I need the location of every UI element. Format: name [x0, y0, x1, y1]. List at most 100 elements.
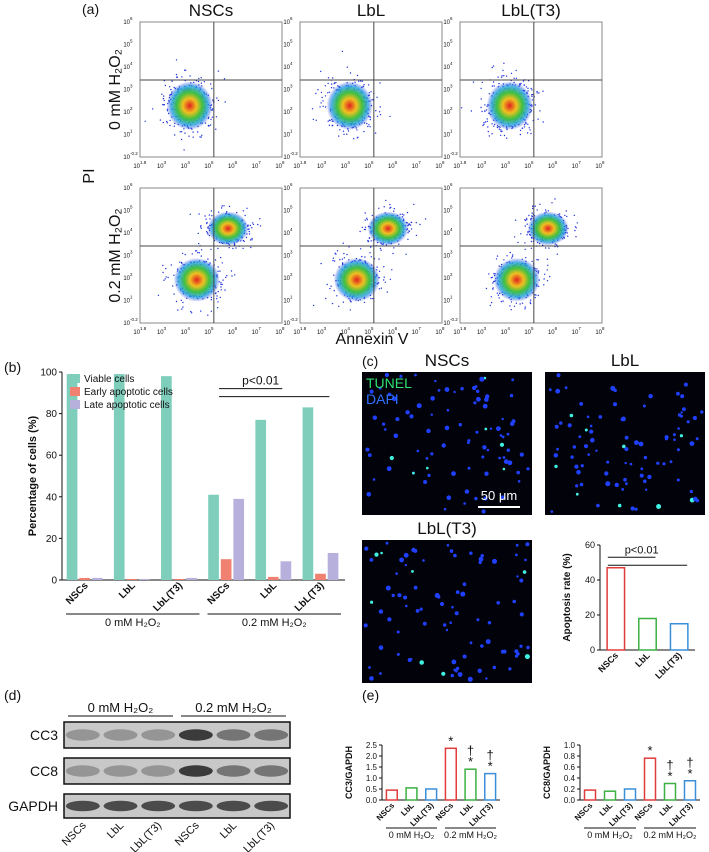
x-tick-exponent: 8 — [602, 160, 605, 165]
nucleus — [684, 383, 688, 387]
panel-label: (d) — [4, 687, 21, 703]
event-dot — [501, 131, 502, 132]
band — [179, 801, 213, 812]
event-dot — [537, 209, 538, 210]
density-core — [494, 258, 540, 302]
event-dot — [251, 227, 252, 228]
y-tick-label: 40 — [46, 492, 58, 503]
nucleus — [397, 631, 400, 634]
event-dot — [527, 132, 528, 133]
bar — [79, 578, 90, 580]
event-dot — [547, 259, 548, 260]
event-dot — [383, 266, 384, 267]
flow-plot: 101.810310410510610710810-0.210110210310… — [123, 16, 285, 170]
event-dot — [335, 82, 336, 83]
event-dot — [166, 276, 167, 277]
event-dot — [480, 88, 481, 89]
event-dot — [181, 131, 182, 132]
event-dot — [380, 114, 381, 115]
nucleus — [478, 669, 482, 673]
nucleus — [511, 378, 514, 381]
event-dot — [544, 274, 545, 275]
nucleus — [496, 601, 500, 605]
event-dot — [212, 117, 213, 118]
event-dot — [210, 124, 211, 125]
y-tick-label: 2.5 — [366, 741, 378, 750]
y-tick-exponent: 5 — [290, 205, 293, 210]
event-dot — [336, 295, 337, 296]
event-dot — [325, 85, 326, 86]
x-tick-exponent: 6 — [555, 160, 558, 165]
event-dot — [332, 303, 333, 304]
band — [141, 765, 175, 776]
nucleus — [379, 609, 383, 613]
nucleus — [516, 471, 520, 475]
nucleus — [458, 672, 463, 677]
flow-plot: 101.810310410510610710810-0.210110210310… — [443, 182, 605, 336]
event-dot — [200, 225, 201, 226]
nucleus — [639, 442, 644, 447]
bar — [174, 579, 185, 580]
y-tick-exponent: 1 — [290, 295, 293, 300]
nucleus — [614, 389, 617, 392]
band — [254, 729, 288, 740]
nucleus — [403, 596, 407, 600]
event-dot — [539, 110, 540, 111]
event-dot — [526, 218, 527, 219]
event-dot — [221, 289, 222, 290]
event-dot — [483, 124, 484, 125]
event-dot — [567, 236, 568, 237]
blot-strip — [64, 758, 290, 784]
bar — [670, 624, 687, 650]
event-dot — [491, 296, 492, 297]
nucleus — [368, 453, 372, 457]
y-tick-exponent: 3 — [130, 84, 133, 89]
event-dot — [222, 284, 223, 285]
group-label: 0.2 mM H₂O₂ — [644, 830, 698, 840]
y-tick-label: 2.0 — [366, 752, 378, 761]
event-dot — [566, 210, 567, 211]
event-dot — [334, 260, 335, 261]
event-dot — [379, 111, 380, 112]
bar — [315, 574, 326, 580]
band — [254, 801, 288, 812]
image-bg — [362, 540, 532, 683]
nucleus — [446, 629, 448, 631]
x-tick-label: LbL — [458, 801, 475, 818]
x-tick-exponent: 7 — [578, 160, 581, 165]
event-dot — [329, 120, 330, 121]
event-dot — [488, 131, 489, 132]
nucleus — [476, 618, 479, 621]
event-dot — [490, 305, 491, 306]
event-dot — [371, 240, 372, 241]
bar — [685, 781, 696, 800]
event-dot — [525, 257, 526, 258]
event-dot — [207, 315, 208, 316]
nucleus — [399, 558, 404, 563]
event-dot — [379, 288, 380, 289]
nucleus — [507, 433, 510, 436]
event-dot — [231, 275, 232, 276]
band — [104, 801, 138, 812]
event-dot — [516, 70, 517, 71]
nucleus — [487, 449, 490, 452]
event-dot — [319, 106, 320, 107]
event-dot — [343, 302, 344, 303]
nucleus — [643, 405, 646, 408]
event-dot — [211, 299, 212, 300]
event-dot — [174, 134, 175, 135]
y-tick-label: 1.0 — [366, 774, 378, 783]
y-tick-label: 1.0 — [564, 741, 576, 750]
event-dot — [334, 83, 335, 84]
event-dot — [217, 266, 218, 267]
event-dot — [499, 297, 500, 298]
nucleus — [525, 654, 530, 659]
protein-label: CC8 — [30, 763, 58, 779]
band — [179, 765, 213, 776]
event-dot — [543, 284, 544, 285]
y-tick-label: 100 — [40, 368, 57, 379]
nucleus — [647, 475, 651, 479]
event-dot — [511, 301, 512, 302]
event-dot — [425, 218, 426, 219]
nucleus — [555, 389, 560, 394]
